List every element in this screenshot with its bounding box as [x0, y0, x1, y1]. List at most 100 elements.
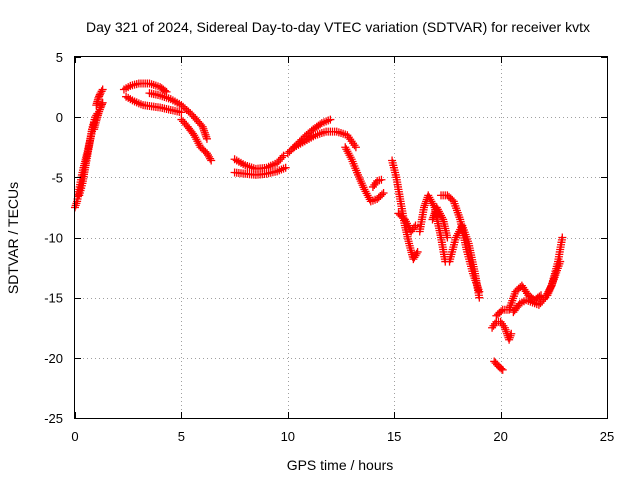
data-points: [71, 79, 567, 374]
data-point: [498, 365, 507, 374]
series-arc-12: [290, 127, 360, 152]
data-point: [194, 139, 203, 148]
data-point: [277, 153, 286, 162]
data-point: [420, 201, 429, 210]
data-point: [285, 147, 294, 156]
series-arc-4: [92, 85, 107, 110]
data-point: [558, 233, 567, 242]
data-point: [498, 319, 507, 328]
data-point: [95, 105, 104, 114]
data-point: [360, 185, 369, 194]
data-point: [349, 139, 358, 148]
data-point: [432, 203, 441, 212]
data-point: [346, 135, 355, 144]
data-point: [475, 293, 484, 302]
data-point: [433, 205, 442, 214]
data-point: [198, 122, 207, 131]
x-tick-label: 25: [600, 429, 614, 444]
series-arc-13: [341, 143, 388, 206]
data-point: [454, 229, 463, 238]
y-tick-label: -25: [44, 411, 63, 426]
x-tick-label: 20: [493, 429, 507, 444]
data-point: [429, 211, 438, 220]
chart-title: Day 321 of 2024, Sidereal Day-to-day VTE…: [86, 19, 590, 35]
data-point: [443, 233, 452, 242]
data-point: [500, 323, 509, 332]
data-point: [426, 195, 435, 204]
data-point: [205, 152, 214, 161]
data-point: [377, 190, 386, 199]
y-tick-label: -10: [44, 231, 63, 246]
data-point: [95, 107, 104, 116]
data-point: [361, 187, 370, 196]
series-arc-7: [145, 89, 211, 143]
data-point: [489, 321, 498, 330]
series-arc-20: [445, 221, 484, 302]
data-point: [410, 223, 419, 232]
y-tick-label: -5: [51, 170, 63, 185]
grid: [75, 57, 607, 418]
data-point: [379, 188, 388, 197]
data-point: [199, 124, 208, 133]
data-point: [191, 133, 200, 142]
data-point: [408, 225, 417, 234]
y-tick-label: -20: [44, 351, 63, 366]
data-point: [451, 233, 460, 242]
data-point: [193, 137, 202, 146]
data-point: [490, 319, 499, 328]
data-point: [347, 137, 356, 146]
data-point: [200, 128, 209, 137]
y-axis-label: SDTVAR / TECUs: [5, 182, 21, 294]
series-arc-23: [492, 281, 546, 320]
data-point: [351, 143, 360, 152]
series-arc-5: [119, 79, 171, 96]
data-point: [206, 154, 215, 163]
data-point: [400, 215, 409, 224]
y-tick-label: -15: [44, 291, 63, 306]
data-point: [192, 135, 201, 144]
series-arc-3: [90, 98, 107, 134]
data-point: [326, 115, 335, 124]
data-point: [402, 219, 411, 228]
data-point: [506, 331, 515, 340]
data-point: [438, 213, 447, 222]
data-point: [455, 227, 464, 236]
data-point: [346, 153, 355, 162]
data-point: [281, 163, 290, 172]
data-point: [95, 90, 104, 99]
data-point: [279, 151, 288, 160]
data-point: [344, 149, 353, 158]
data-point: [497, 307, 506, 316]
axis-ticks: 0 5 10 15 20 25 5 0 -5 -10 -15 -20 -25: [44, 50, 614, 444]
data-point: [505, 333, 514, 342]
data-point: [497, 364, 506, 373]
x-axis-label: GPS time / hours: [287, 457, 394, 473]
series-arc-9: [230, 151, 288, 173]
data-point: [190, 131, 199, 140]
data-point: [71, 201, 80, 210]
data-point: [496, 317, 505, 326]
data-point: [424, 191, 433, 200]
data-point: [412, 249, 421, 258]
data-point: [429, 213, 438, 222]
data-point: [401, 217, 410, 226]
data-point: [428, 215, 437, 224]
series-arc-6: [122, 92, 186, 117]
data-point: [501, 325, 510, 334]
data-point: [97, 87, 106, 96]
data-point: [363, 191, 372, 200]
data-point: [505, 335, 514, 344]
data-point: [72, 199, 81, 208]
data-point: [202, 132, 211, 141]
series-arc-25: [543, 257, 565, 300]
data-point: [200, 126, 209, 135]
data-point: [404, 221, 413, 230]
data-point: [201, 130, 210, 139]
data-point: [362, 189, 371, 198]
series-arc-21: [488, 317, 516, 344]
data-point: [283, 149, 292, 158]
data-point: [502, 327, 511, 336]
data-point: [435, 209, 444, 218]
data-point: [364, 193, 373, 202]
data-point: [535, 292, 544, 301]
